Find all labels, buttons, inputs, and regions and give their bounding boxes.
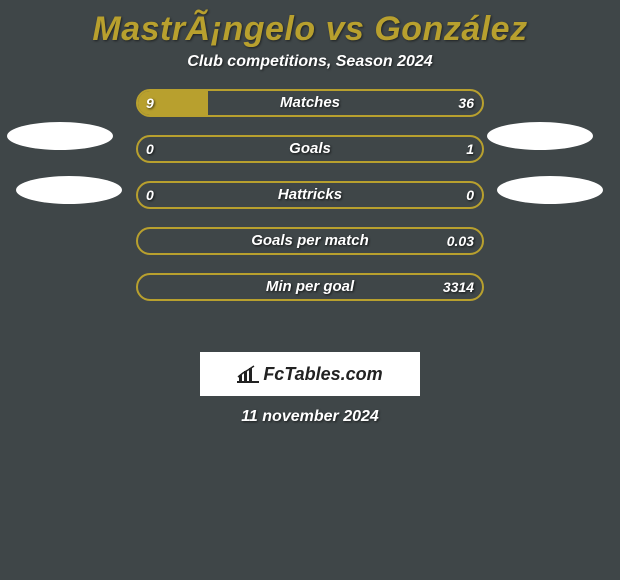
bar-fill-left <box>138 91 208 115</box>
side-ellipse-right <box>497 176 603 204</box>
bar-track <box>136 135 484 163</box>
bar-track <box>136 89 484 117</box>
side-ellipse-left <box>16 176 122 204</box>
stat-row: Goals per match0.03 <box>0 227 620 273</box>
bar-track <box>136 227 484 255</box>
date-label: 11 november 2024 <box>0 408 620 426</box>
page-title: MastrÃ¡ngelo vs González <box>0 0 620 53</box>
page-subtitle: Club competitions, Season 2024 <box>0 53 620 89</box>
chart-icon <box>237 365 259 383</box>
logo-box: FcTables.com <box>200 352 420 396</box>
logo: FcTables.com <box>237 364 382 385</box>
side-ellipse-right <box>487 122 593 150</box>
logo-text: FcTables.com <box>263 364 382 385</box>
stat-row: Min per goal3314 <box>0 273 620 319</box>
side-ellipse-left <box>7 122 113 150</box>
bar-track <box>136 273 484 301</box>
bar-track <box>136 181 484 209</box>
